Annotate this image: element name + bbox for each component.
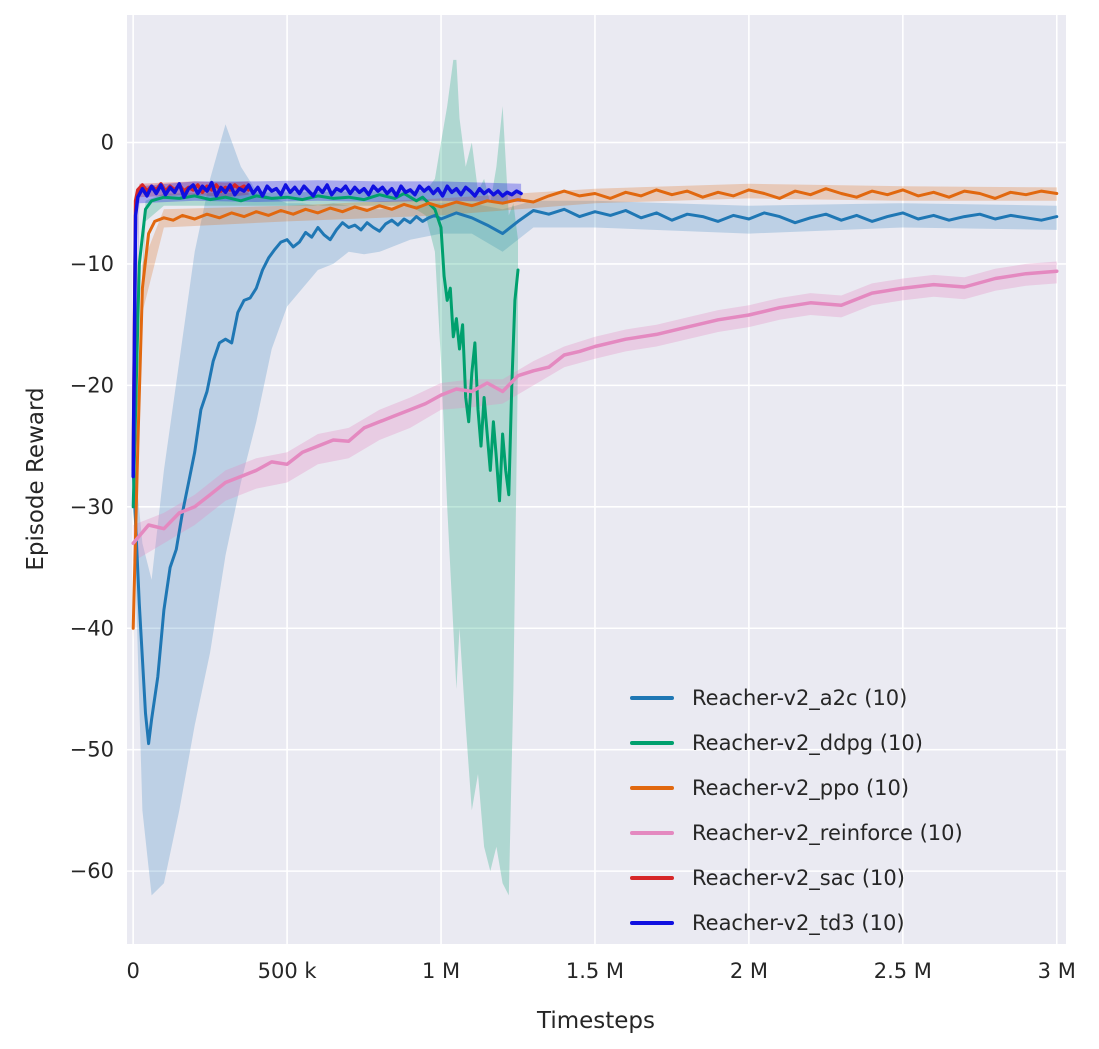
legend-label-a2c: Reacher-v2_a2c (10) — [692, 686, 908, 710]
plot-area — [127, 15, 1066, 944]
x-tick-label: 500 k — [258, 959, 318, 983]
legend-item-ddpg: Reacher-v2_ddpg (10) — [630, 726, 963, 760]
x-tick-label: 3 M — [1038, 959, 1076, 983]
legend-swatch-td3 — [630, 920, 674, 926]
y-tick-label: −60 — [70, 859, 114, 883]
legend-swatch-a2c — [630, 695, 674, 701]
y-tick-label: −50 — [70, 738, 114, 762]
legend-item-ppo: Reacher-v2_ppo (10) — [630, 771, 963, 805]
legend-label-ppo: Reacher-v2_ppo (10) — [692, 776, 910, 800]
legend-swatch-ppo — [630, 785, 674, 791]
confidence-band-0 — [133, 124, 1057, 896]
legend-item-reinforce: Reacher-v2_reinforce (10) — [630, 816, 963, 850]
x-tick-label: 1.5 M — [566, 959, 624, 983]
legend-label-td3: Reacher-v2_td3 (10) — [692, 911, 905, 935]
y-tick-label: −20 — [70, 373, 114, 397]
legend-item-sac: Reacher-v2_sac (10) — [630, 861, 963, 895]
legend-swatch-ddpg — [630, 740, 674, 746]
series-line-5 — [131, 180, 523, 479]
legend-swatch-sac — [630, 875, 674, 881]
y-tick-label: −10 — [70, 252, 114, 276]
series-line-1 — [131, 192, 520, 509]
legend-item-a2c: Reacher-v2_a2c (10) — [630, 681, 963, 715]
legend-swatch-reinforce — [630, 830, 674, 836]
confidence-band-3 — [133, 261, 1057, 562]
legend-label-reinforce: Reacher-v2_reinforce (10) — [692, 821, 963, 845]
x-axis-label: Timesteps — [536, 1008, 656, 1034]
x-tick-label: 1 M — [422, 959, 460, 983]
y-tick-label: −40 — [70, 616, 114, 640]
legend-label-sac: Reacher-v2_sac (10) — [692, 866, 905, 890]
x-tick-label: 2 M — [730, 959, 768, 983]
y-tick-label: 0 — [101, 131, 114, 155]
series-line-3 — [131, 269, 1059, 546]
y-axis-label: Episode Reward — [23, 387, 49, 571]
y-tick-label: −30 — [70, 495, 114, 519]
series-line-0 — [131, 207, 1059, 746]
series-line-2 — [131, 187, 1059, 630]
legend-label-ddpg: Reacher-v2_ddpg (10) — [692, 731, 923, 755]
legend-item-td3: Reacher-v2_td3 (10) — [630, 906, 963, 940]
x-tick-label: 2.5 M — [874, 959, 932, 983]
x-tick-label: 0 — [126, 959, 139, 983]
legend: Reacher-v2_a2c (10) Reacher-v2_ddpg (10)… — [630, 681, 963, 940]
